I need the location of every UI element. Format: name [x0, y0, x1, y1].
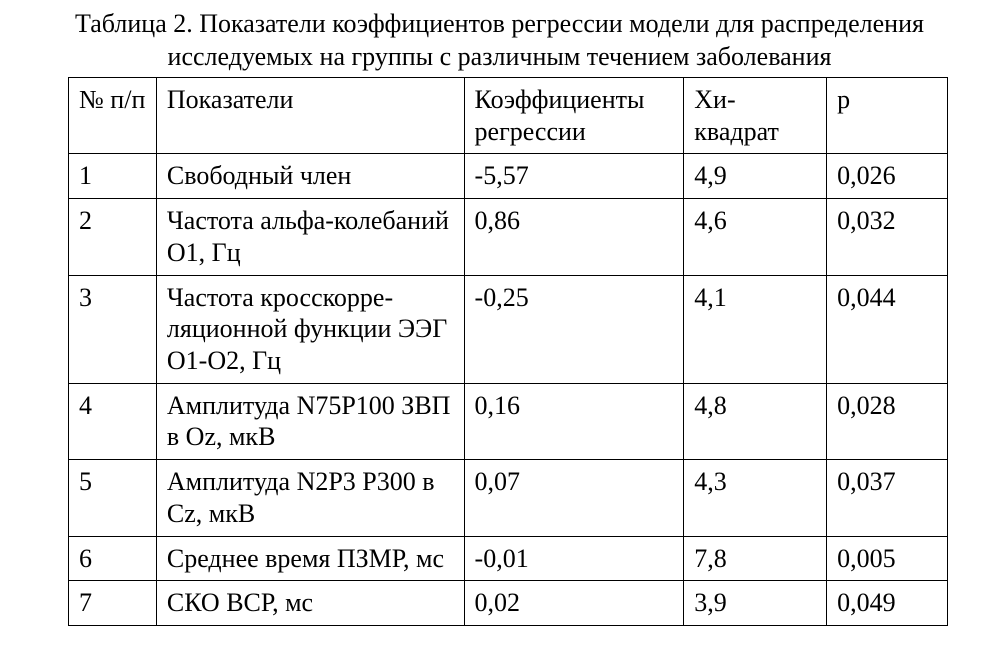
caption-line-2: исследуемых на группы с различным течени… [168, 42, 832, 71]
table-row: 3 Частота кросскорре-ляционной функции Э… [69, 275, 948, 383]
cell-number: 4 [69, 383, 157, 459]
cell-coef: 0,86 [464, 199, 684, 275]
cell-indicator: Частота альфа-колебаний О1, Гц [156, 199, 464, 275]
col-header-indicator: Показатели [156, 78, 464, 154]
cell-number: 5 [69, 460, 157, 536]
cell-p: 0,005 [827, 536, 948, 581]
cell-number: 6 [69, 536, 157, 581]
cell-chisq: 4,8 [684, 383, 827, 459]
cell-coef: -0,01 [464, 536, 684, 581]
cell-indicator: Свободный член [156, 154, 464, 199]
table-row: 6 Среднее время ПЗМР, мс -0,01 7,8 0,005 [69, 536, 948, 581]
table-row: 5 Амплитуда N2P3 Р300 в Cz, мкВ 0,07 4,3… [69, 460, 948, 536]
cell-p: 0,026 [827, 154, 948, 199]
cell-coef: 0,02 [464, 581, 684, 626]
cell-chisq: 4,9 [684, 154, 827, 199]
cell-chisq: 4,3 [684, 460, 827, 536]
table-row: 2 Частота альфа-колебаний О1, Гц 0,86 4,… [69, 199, 948, 275]
cell-coef: -0,25 [464, 275, 684, 383]
cell-coef: -5,57 [464, 154, 684, 199]
cell-p: 0,044 [827, 275, 948, 383]
cell-indicator: СКО ВСР, мс [156, 581, 464, 626]
cell-chisq: 4,1 [684, 275, 827, 383]
cell-number: 7 [69, 581, 157, 626]
col-header-number: № п/п [69, 78, 157, 154]
cell-p: 0,049 [827, 581, 948, 626]
table-caption: Таблица 2. Показатели коэффициентов регр… [36, 8, 963, 73]
table-row: 1 Свободный член -5,57 4,9 0,026 [69, 154, 948, 199]
col-header-coef: Коэффициенты регрессии [464, 78, 684, 154]
cell-indicator: Амплитуда N75P100 ЗВП в Oz, мкВ [156, 383, 464, 459]
cell-number: 2 [69, 199, 157, 275]
cell-number: 3 [69, 275, 157, 383]
cell-p: 0,032 [827, 199, 948, 275]
cell-indicator: Амплитуда N2P3 Р300 в Cz, мкВ [156, 460, 464, 536]
cell-chisq: 3,9 [684, 581, 827, 626]
table-header-row: № п/п Показатели Коэффициенты регрессии … [69, 78, 948, 154]
cell-chisq: 7,8 [684, 536, 827, 581]
table-row: 4 Амплитуда N75P100 ЗВП в Oz, мкВ 0,16 4… [69, 383, 948, 459]
col-header-chisq: Хи-квадрат [684, 78, 827, 154]
caption-line-1: Таблица 2. Показатели коэффициентов регр… [75, 9, 924, 38]
cell-indicator: Среднее время ПЗМР, мс [156, 536, 464, 581]
cell-indicator: Частота кросскорре-ляционной функции ЭЭГ… [156, 275, 464, 383]
cell-number: 1 [69, 154, 157, 199]
cell-coef: 0,07 [464, 460, 684, 536]
table-row: 7 СКО ВСР, мс 0,02 3,9 0,049 [69, 581, 948, 626]
col-header-p: p [827, 78, 948, 154]
cell-p: 0,037 [827, 460, 948, 536]
page: { "caption_line1": "Таблица 2. Показател… [0, 0, 999, 648]
regression-table: № п/п Показатели Коэффициенты регрессии … [68, 77, 948, 626]
cell-chisq: 4,6 [684, 199, 827, 275]
cell-coef: 0,16 [464, 383, 684, 459]
cell-p: 0,028 [827, 383, 948, 459]
